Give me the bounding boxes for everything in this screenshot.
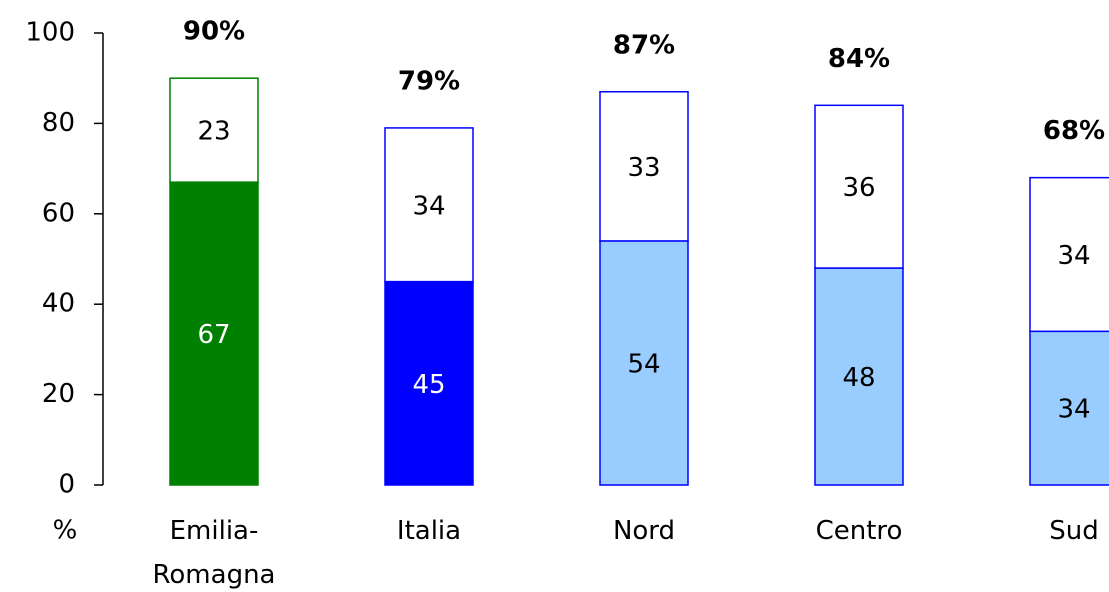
y-tick-label: 80 xyxy=(42,108,75,138)
data-label: 34 xyxy=(412,191,445,221)
y-tick-label: 60 xyxy=(42,198,75,228)
total-label: 84% xyxy=(828,44,890,74)
bar-segment xyxy=(169,77,259,183)
bar-segment xyxy=(384,280,474,486)
bar-segment xyxy=(169,181,259,486)
data-label: 34 xyxy=(1057,241,1090,271)
total-label: 68% xyxy=(1043,116,1105,146)
x-tick-label: Emilia-Romagna xyxy=(152,516,276,590)
y-tick-label: 100 xyxy=(25,18,75,48)
bar-segment xyxy=(814,267,904,486)
total-label: 90% xyxy=(183,17,245,47)
data-label: 34 xyxy=(1057,395,1090,425)
y-tick-label: 20 xyxy=(42,379,75,409)
x-tick-label: Centro xyxy=(815,516,903,546)
data-label: 67 xyxy=(197,320,230,350)
data-label: 33 xyxy=(627,153,660,183)
bar-segment xyxy=(599,240,689,486)
x-tick-label: Italia xyxy=(396,516,462,546)
total-label: 87% xyxy=(613,30,675,60)
data-label: 36 xyxy=(842,173,875,203)
bar-segment xyxy=(384,127,474,283)
x-tick-label: Sud xyxy=(1049,516,1099,546)
total-label: 79% xyxy=(398,66,460,96)
data-label: 54 xyxy=(627,349,660,379)
y-tick-label: 0 xyxy=(58,470,75,500)
bar-segment xyxy=(599,91,689,242)
bar-segment xyxy=(1029,176,1109,333)
data-label: 48 xyxy=(842,363,875,393)
data-label: 23 xyxy=(197,117,230,147)
bar-segment xyxy=(814,104,904,269)
x-tick-label: Nord xyxy=(612,516,676,546)
data-label: 45 xyxy=(412,370,445,400)
y-tick-label: 40 xyxy=(42,289,75,319)
y-axis-label: % xyxy=(53,516,78,546)
